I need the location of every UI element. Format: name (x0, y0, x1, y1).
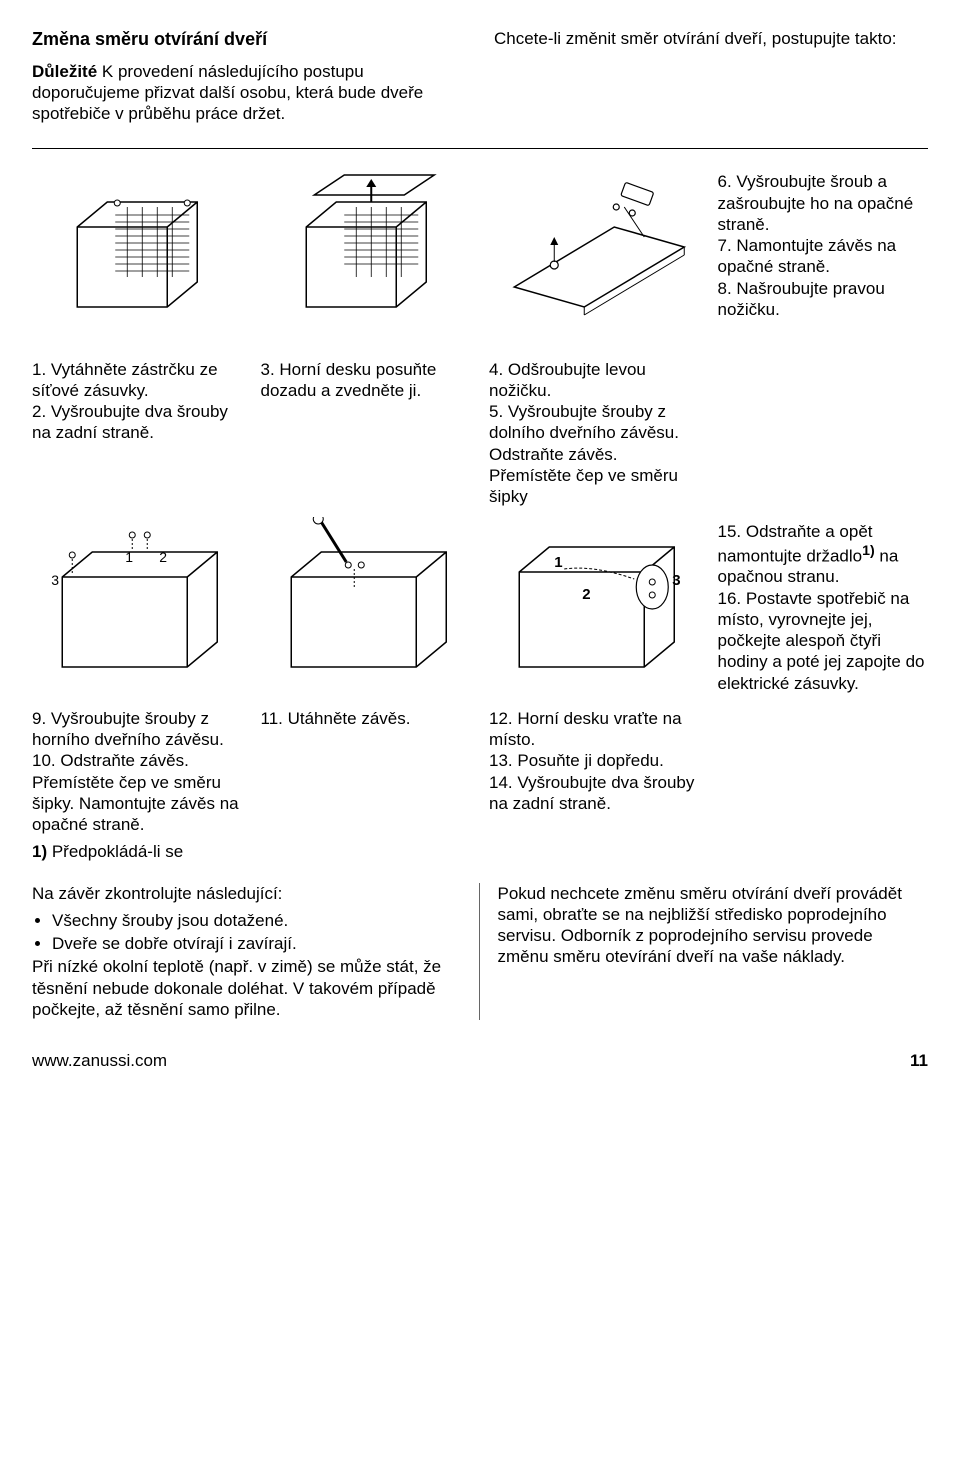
step-9: 9. Vyšroubujte šrouby z horního dveřního… (32, 708, 243, 751)
step-8: 8. Našroubujte pravou nožičku. (718, 278, 929, 321)
diagram-label-2b: 2 (582, 586, 590, 603)
diagram-step-bottom-hinge (489, 167, 700, 327)
diagram-step-lift-top (261, 167, 472, 327)
diagram-label-3: 3 (51, 572, 59, 588)
step-6: 6. Vyšroubujte šroub a zašroubujte ho na… (718, 171, 929, 235)
final-check-heading: Na závěr zkontrolujte následující: (32, 883, 463, 904)
footer-url: www.zanussi.com (32, 1050, 167, 1071)
footnote-ref-1: 1) (862, 543, 875, 559)
step-15: 15. Odstraňte a opět namontujte držadlo1… (718, 521, 929, 587)
diagram-label-1: 1 (125, 549, 133, 565)
step-7: 7. Namontujte závěs na opačné straně. (718, 235, 929, 278)
diagram-step-replace-top: 1 2 3 (489, 517, 700, 677)
step-16: 16. Postavte spotřebič na místo, vyrovne… (718, 588, 929, 694)
separator (32, 148, 928, 149)
step-4: 4. Odšroubujte levou nožičku. (489, 359, 700, 402)
page-number: 11 (910, 1050, 928, 1071)
service-note: Pokud nechcete změnu směru otvírání dveř… (498, 883, 929, 968)
diagram-step-top-hinge-remove: 1 2 3 (32, 517, 243, 677)
step-3: 3. Horní desku posuňte dozadu a zvedněte… (261, 359, 472, 402)
footnote-1: 1) Předpokládá-li se (32, 841, 243, 862)
step-13: 13. Posuňte ji dopředu. (489, 750, 700, 771)
final-check-note: Při nízké okolní teplotě (např. v zimě) … (32, 956, 463, 1020)
step-11: 11. Utáhněte závěs. (261, 708, 472, 729)
diagram-step-tighten-hinge (261, 517, 472, 677)
check-item-screws: Všechny šrouby jsou dotažené. (52, 910, 463, 931)
intro-warning-label: Důležité (32, 62, 97, 81)
diagram-label-3b: 3 (672, 572, 680, 589)
step-5: 5. Vyšroubujte šrouby z dolního dveřního… (489, 401, 700, 507)
diagram-step-back-view-1 (32, 167, 243, 327)
step-12: 12. Horní desku vraťte na místo. (489, 708, 700, 751)
step-2: 2. Vyšroubujte dva šrouby na zadní stran… (32, 401, 243, 444)
step-1: 1. Vytáhněte zástrčku ze síťové zásuvky. (32, 359, 243, 402)
diagram-label-2: 2 (159, 549, 167, 565)
step-14: 14. Vyšroubujte dva šrouby na zadní stra… (489, 772, 700, 815)
section-title: Změna směru otvírání dveří (32, 28, 466, 51)
step-10: 10. Odstraňte závěs. Přemístěte čep ve s… (32, 750, 243, 835)
diagram-label-1b: 1 (554, 554, 562, 571)
intro-right: Chcete-li změnit směr otvírání dveří, po… (494, 28, 928, 49)
intro-paragraph: Důležité K provedení následujícího postu… (32, 61, 466, 125)
check-item-door: Dveře se dobře otvírají i zavírají. (52, 933, 463, 954)
